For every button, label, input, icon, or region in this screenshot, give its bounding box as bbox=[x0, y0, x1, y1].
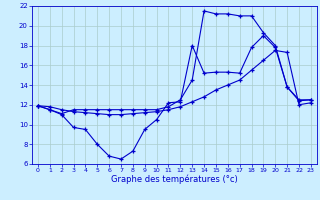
X-axis label: Graphe des températures (°c): Graphe des températures (°c) bbox=[111, 175, 238, 184]
